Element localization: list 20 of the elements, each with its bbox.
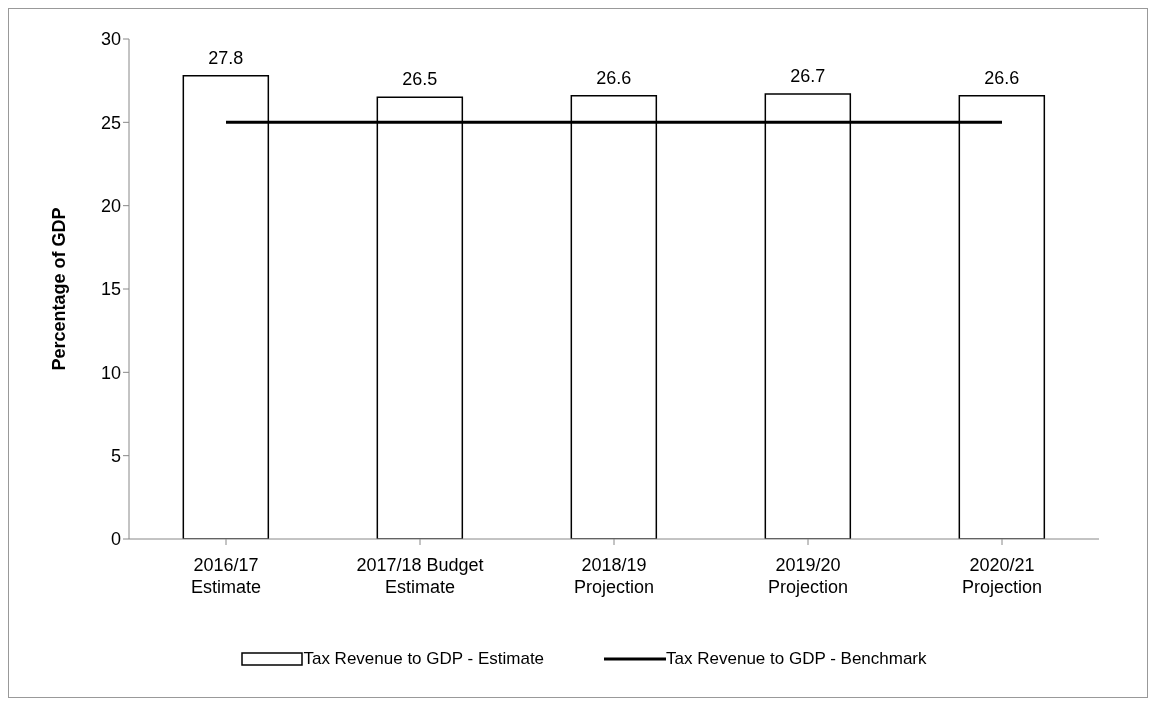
y-tick-label: 20 xyxy=(100,196,121,217)
x-tick-label: 2020/21 Projection xyxy=(961,555,1043,597)
data-label: 26.5 xyxy=(402,69,438,90)
legend-label: Tax Revenue to GDP - Benchmark xyxy=(666,649,927,669)
data-label: 26.6 xyxy=(984,67,1020,88)
data-label: 26.6 xyxy=(596,67,632,88)
y-axis-title: Percentage of GDP xyxy=(49,207,70,371)
x-tick-label: 2016/17 Estimate xyxy=(190,555,262,597)
x-tick-label: 2019/20 Projection xyxy=(767,555,849,597)
data-label: 26.7 xyxy=(790,66,826,86)
y-tick-label: 5 xyxy=(110,446,121,467)
y-tick-label: 25 xyxy=(100,112,121,133)
x-tick-label: 2018/19 Projection xyxy=(573,555,655,597)
y-tick-label: 10 xyxy=(100,362,121,383)
x-tick-label: 2017/18 Budget Estimate xyxy=(356,555,484,597)
legend-label: Tax Revenue to GDP - Estimate xyxy=(303,649,545,669)
y-tick-label: 15 xyxy=(100,279,121,300)
y-tick-label: 0 xyxy=(110,529,121,550)
data-label: 27.8 xyxy=(208,47,244,68)
y-tick-label: 30 xyxy=(100,29,121,50)
